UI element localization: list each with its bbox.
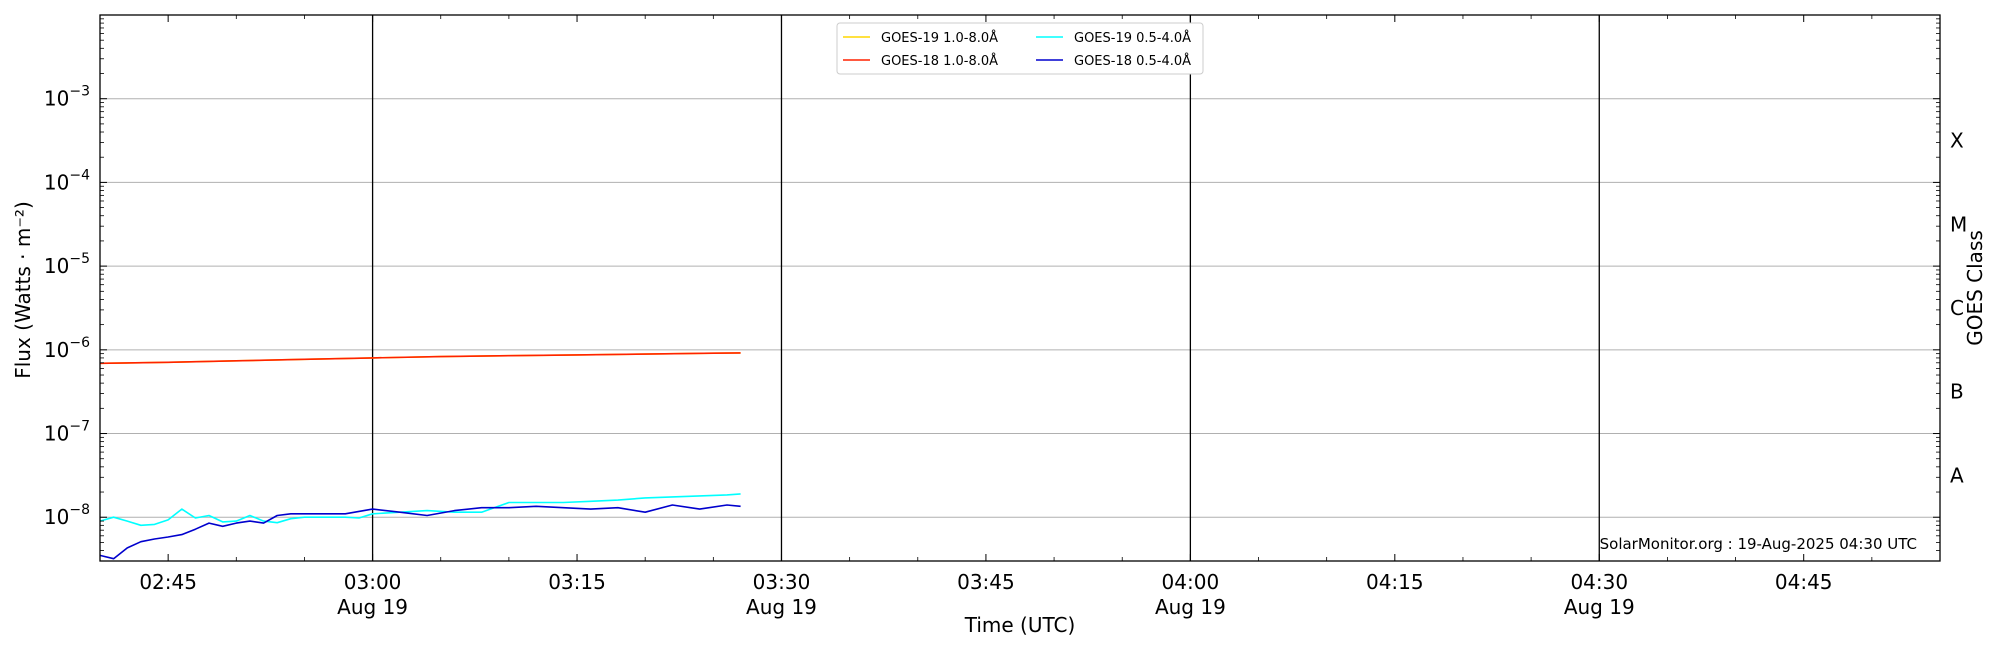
y-tick-label: 10−5 xyxy=(44,251,90,278)
series-lines xyxy=(99,352,741,560)
legend-label: GOES-19 1.0-8.0Å xyxy=(881,30,998,46)
y-tick-exponent: −5 xyxy=(69,251,90,267)
y-tick-base: 10 xyxy=(44,422,69,446)
y-tick-exponent: −8 xyxy=(69,502,90,518)
x-tick-label: 02:45 xyxy=(139,570,197,594)
y-tick-base: 10 xyxy=(44,170,69,194)
y-tick-exponent: −3 xyxy=(69,84,90,100)
y-tick-base: 10 xyxy=(44,254,69,278)
plot-frame xyxy=(99,14,1941,562)
goes-class-label: A xyxy=(1950,463,1964,487)
x-tick-label: 04:45 xyxy=(1775,570,1833,594)
credit-text: SolarMonitor.org : 19-Aug-2025 04:30 UTC xyxy=(1600,535,1917,553)
series-line-1 xyxy=(99,352,741,365)
x-tick-label: 04:30 xyxy=(1570,570,1628,594)
goes-class-label: M xyxy=(1950,212,1967,236)
goes-class-label: X xyxy=(1950,129,1964,153)
series-line-2 xyxy=(99,493,741,527)
y-tick-base: 10 xyxy=(44,87,69,111)
y-tick-exponent: −7 xyxy=(69,419,90,435)
y-tick-labels: 10−810−710−610−510−410−3 xyxy=(44,84,90,530)
x-tick-date-label: Aug 19 xyxy=(1564,595,1635,619)
legend-label: GOES-19 0.5-4.0Å xyxy=(1074,30,1191,46)
x-tick-label: 04:15 xyxy=(1366,570,1424,594)
x-tick-label: 03:15 xyxy=(548,570,606,594)
y-tick-base: 10 xyxy=(44,505,69,529)
legend-label: GOES-18 0.5-4.0Å xyxy=(1074,53,1191,69)
series-line-3 xyxy=(99,504,741,560)
day-time-marker-lines xyxy=(371,15,1600,561)
y-axis-title: Flux (Watts · m⁻²) xyxy=(11,201,35,379)
axis-ticks xyxy=(99,15,1941,562)
y-tick-base: 10 xyxy=(44,338,69,362)
y-tick-exponent: −6 xyxy=(69,335,90,351)
legend: GOES-19 1.0-8.0Å GOES-19 0.5-4.0Å GOES-18 … xyxy=(836,22,1204,75)
grid-lines xyxy=(100,98,1940,518)
y-tick-label: 10−8 xyxy=(44,502,90,529)
y-tick-label: 10−4 xyxy=(44,167,90,194)
x-tick-date-label: Aug 19 xyxy=(746,595,817,619)
x-tick-label: 03:00 xyxy=(344,570,402,594)
x-tick-label: 04:00 xyxy=(1162,570,1220,594)
y-tick-label: 10−7 xyxy=(44,419,90,446)
y-tick-exponent: −4 xyxy=(69,167,90,183)
goes-class-label: C xyxy=(1950,296,1964,320)
goes-class-axis-title: GOES Class xyxy=(1963,230,1987,346)
y-tick-label: 10−6 xyxy=(44,335,90,362)
x-tick-label: 03:45 xyxy=(957,570,1015,594)
x-tick-date-label: Aug 19 xyxy=(337,595,408,619)
x-axis-title: Time (UTC) xyxy=(964,613,1076,637)
x-tick-label: 03:30 xyxy=(753,570,811,594)
y-tick-label: 10−3 xyxy=(44,84,90,111)
legend-label: GOES-18 1.0-8.0Å xyxy=(881,53,998,69)
x-tick-date-label: Aug 19 xyxy=(1155,595,1226,619)
goes-class-label: B xyxy=(1950,380,1964,404)
goes-class-labels: A B C M X xyxy=(1950,129,1967,488)
